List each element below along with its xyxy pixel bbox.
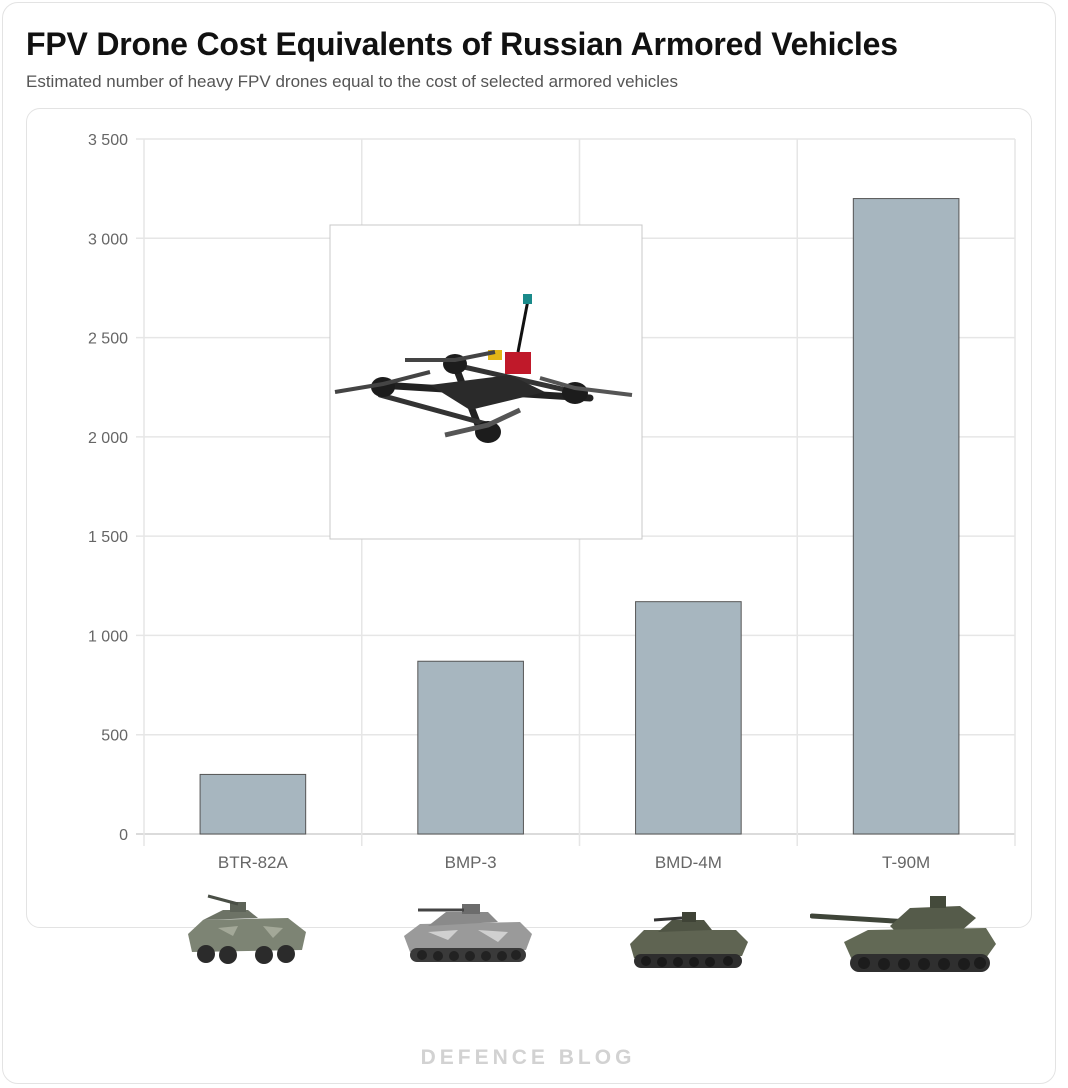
- fpv-drone-icon: [334, 294, 633, 443]
- footer-brand: DEFENCE BLOG: [420, 1046, 636, 1069]
- y-tick-label: 1 500: [88, 529, 128, 546]
- bar-btr-82a: [199, 773, 307, 835]
- bar-bmp-3: [417, 660, 524, 835]
- bar-chart: 0 500 1 000 1 500 2 000 2 500 3 000 3 500 BTR-8…: [88, 132, 1016, 872]
- x-category-label: BTR-82A: [218, 853, 289, 872]
- x-category-label: T-90M: [882, 853, 930, 872]
- bar-bmd-4m: [635, 601, 742, 835]
- btr-82a-icon: [188, 894, 306, 964]
- bmp-3-icon: [404, 904, 532, 962]
- bmp-3-image: [404, 904, 532, 962]
- y-tick-label: 500: [101, 728, 128, 745]
- fpv-drone-image: [329, 224, 643, 540]
- chart-subtitle: Estimated number of heavy FPV drones equ…: [26, 72, 679, 91]
- bmd-4m-image: [630, 912, 748, 968]
- t-90m-image: [810, 896, 996, 972]
- x-category-label: BMP-3: [445, 853, 497, 872]
- y-tick-label: 3 500: [88, 132, 128, 149]
- x-category-labels: BTR-82A BMP-3 BMD-4M T-90M: [218, 853, 930, 872]
- bar-t-90m: [852, 198, 960, 835]
- y-tick-label: 2 500: [88, 331, 128, 348]
- y-tick-labels: 0 500 1 000 1 500 2 000 2 500 3 000 3 500: [88, 132, 128, 844]
- y-tick-label: 0: [119, 827, 128, 844]
- bars: [199, 198, 960, 835]
- btr-82a-image: [188, 894, 306, 964]
- y-tick-label: 3 000: [88, 231, 128, 248]
- bmd-4m-icon: [630, 912, 748, 968]
- y-tick-label: 1 000: [88, 628, 128, 645]
- chart-title: FPV Drone Cost Equivalents of Russian Ar…: [26, 26, 898, 62]
- t-90m-icon: [810, 896, 996, 972]
- x-category-label: BMD-4M: [655, 853, 722, 872]
- y-tick-label: 2 000: [88, 430, 128, 447]
